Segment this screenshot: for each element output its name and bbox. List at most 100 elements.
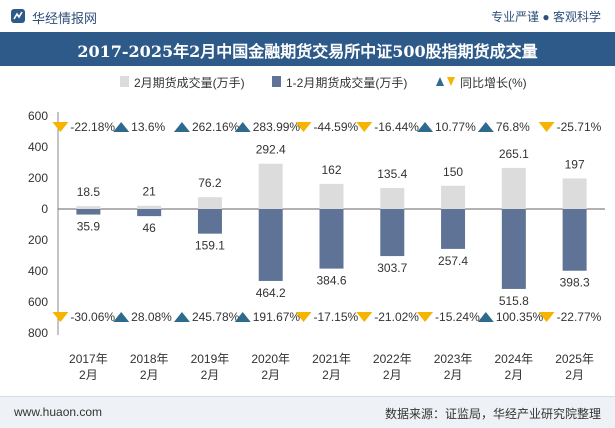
- growth-top-triangle-icon: [173, 122, 190, 132]
- growth-top-label: -25.71%: [557, 120, 602, 134]
- legend-label-monthly: 2月期货成交量(万手): [134, 76, 245, 90]
- growth-top-label: 10.77%: [435, 120, 476, 134]
- growth-bottom-label: 100.35%: [496, 310, 544, 324]
- bar-cumulative: [562, 209, 587, 271]
- data-label-cumulative: 515.8: [499, 294, 529, 308]
- brand-tagline: 专业严谨 ● 客观科学: [491, 10, 601, 24]
- bar-monthly: [76, 206, 101, 209]
- growth-top-label: -44.59%: [314, 120, 359, 134]
- top-bar: 华经情报网 专业严谨 ● 客观科学: [0, 0, 615, 32]
- legend-label-growth: 同比增长(%): [460, 76, 527, 90]
- y-tick-label: 400: [28, 140, 48, 154]
- growth-top-label: 283.99%: [253, 120, 301, 134]
- y-tick-label: 600: [28, 295, 48, 309]
- brand-name: 华经情报网: [32, 11, 98, 26]
- x-tick-label-month: 2月: [79, 368, 98, 382]
- data-label-cumulative: 398.3: [560, 276, 590, 290]
- growth-top-triangle-icon: [538, 122, 555, 132]
- y-tick-label: 600: [28, 109, 48, 123]
- bar-cumulative: [258, 209, 283, 281]
- growth-top-triangle-icon: [477, 122, 494, 132]
- x-tick-label-year: 2020年: [251, 352, 290, 366]
- brand-logo-icon: [11, 9, 25, 23]
- growth-bottom-triangle-icon: [52, 312, 69, 322]
- growth-bottom-triangle-icon: [477, 312, 494, 322]
- growth-bottom-triangle-icon: [356, 312, 373, 322]
- growth-bottom-label: -22.77%: [557, 310, 602, 324]
- growth-top-triangle-icon: [356, 122, 373, 132]
- growth-bottom-label: -30.06%: [70, 310, 115, 324]
- data-label-cumulative: 303.7: [377, 261, 407, 275]
- x-tick-label-month: 2月: [261, 368, 280, 382]
- bar-monthly: [258, 163, 283, 209]
- growth-top-label: -16.44%: [374, 120, 419, 134]
- bar-cumulative: [76, 209, 101, 215]
- x-tick-label-month: 2月: [201, 368, 220, 382]
- growth-bottom-triangle-icon: [173, 312, 190, 322]
- chart-plot: 600 400 200 0 200 400 600 800 18.5 35.9 -22.18% -30…: [28, 109, 605, 382]
- growth-bottom-label: 245.78%: [192, 310, 240, 324]
- data-label-cumulative: 257.4: [438, 254, 468, 268]
- bar-cumulative: [501, 209, 526, 289]
- legend-triangle-icon: [436, 77, 444, 86]
- growth-top-triangle-icon: [113, 122, 130, 132]
- growth-bottom-triangle-icon: [234, 312, 251, 322]
- growth-bottom-triangle-icon: [295, 312, 312, 322]
- growth-top-triangle-icon: [52, 122, 69, 132]
- x-tick-label-year: 2017年: [69, 352, 108, 366]
- growth-top-label: 76.8%: [496, 120, 530, 134]
- growth-top-label: 262.16%: [192, 120, 240, 134]
- data-label-monthly: 21: [142, 185, 156, 199]
- growth-top-triangle-icon: [234, 122, 251, 132]
- bar-monthly: [197, 197, 222, 209]
- footer-bar: www.huaon.com 数据来源：证监局，华经产业研究院整理: [0, 396, 615, 428]
- x-tick-label-year: 2024年: [494, 352, 533, 366]
- bar-monthly: [319, 183, 344, 209]
- x-tick-label-month: 2月: [565, 368, 584, 382]
- growth-top-triangle-icon: [417, 122, 434, 132]
- data-label-monthly: 292.4: [256, 143, 286, 157]
- y-tick-label: 0: [41, 202, 48, 216]
- bar-monthly: [562, 178, 587, 209]
- x-tick-label-month: 2月: [504, 368, 523, 382]
- growth-bottom-label: 28.08%: [131, 310, 172, 324]
- growth-top-label: -22.18%: [70, 120, 115, 134]
- bar-monthly: [137, 205, 162, 209]
- x-tick-label-month: 2月: [444, 368, 463, 382]
- data-label-monthly: 76.2: [198, 176, 222, 190]
- x-tick-label-year: 2019年: [191, 352, 230, 366]
- legend-triangle-down-icon: [447, 77, 455, 86]
- growth-top-triangle-icon: [295, 122, 312, 132]
- y-tick-label: 400: [28, 264, 48, 278]
- y-tick-label: 200: [28, 171, 48, 185]
- x-tick-label-year: 2018年: [130, 352, 169, 366]
- growth-bottom-label: 191.67%: [253, 310, 301, 324]
- chart-legend: 2月期货成交量(万手) 1-2月期货成交量(万手) 同比增长(%): [0, 72, 615, 92]
- legend-swatch-cumulative: [272, 76, 281, 87]
- x-tick-label-year: 2023年: [434, 352, 473, 366]
- bar-cumulative: [137, 209, 162, 217]
- bar-cumulative: [380, 209, 405, 257]
- growth-bottom-triangle-icon: [538, 312, 555, 322]
- data-label-monthly: 150: [443, 165, 463, 179]
- growth-bottom-label: -15.24%: [435, 310, 480, 324]
- data-label-cumulative: 35.9: [77, 220, 101, 234]
- x-tick-label-year: 2021年: [312, 352, 351, 366]
- legend-swatch-monthly: [120, 76, 129, 87]
- bar-cumulative: [441, 209, 466, 249]
- data-label-monthly: 265.1: [499, 147, 529, 161]
- bar-cumulative: [197, 209, 222, 234]
- data-label-monthly: 135.4: [377, 167, 407, 181]
- bar-monthly: [380, 188, 405, 209]
- x-tick-label-month: 2月: [322, 368, 341, 382]
- chart-title: 2017-2025年2月中国金融期货交易所中证500股指期货成交量: [77, 42, 538, 61]
- growth-bottom-triangle-icon: [113, 312, 130, 322]
- y-tick-label: 200: [28, 233, 48, 247]
- title-band: 2017-2025年2月中国金融期货交易所中证500股指期货成交量: [0, 32, 615, 66]
- data-label-cumulative: 46: [142, 221, 156, 235]
- footer-source: 数据来源：证监局，华经产业研究院整理: [384, 407, 601, 421]
- legend-label-cumulative: 1-2月期货成交量(万手): [286, 76, 408, 90]
- growth-bottom-label: -21.02%: [374, 310, 419, 324]
- growth-bottom-triangle-icon: [417, 312, 434, 322]
